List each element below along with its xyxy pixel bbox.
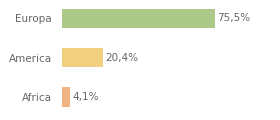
Text: 4,1%: 4,1% (72, 92, 99, 102)
Text: 75,5%: 75,5% (217, 13, 250, 23)
Bar (62, 48, 103, 67)
Bar (62, 9, 214, 28)
Bar (62, 87, 70, 107)
Text: 20,4%: 20,4% (105, 53, 138, 63)
